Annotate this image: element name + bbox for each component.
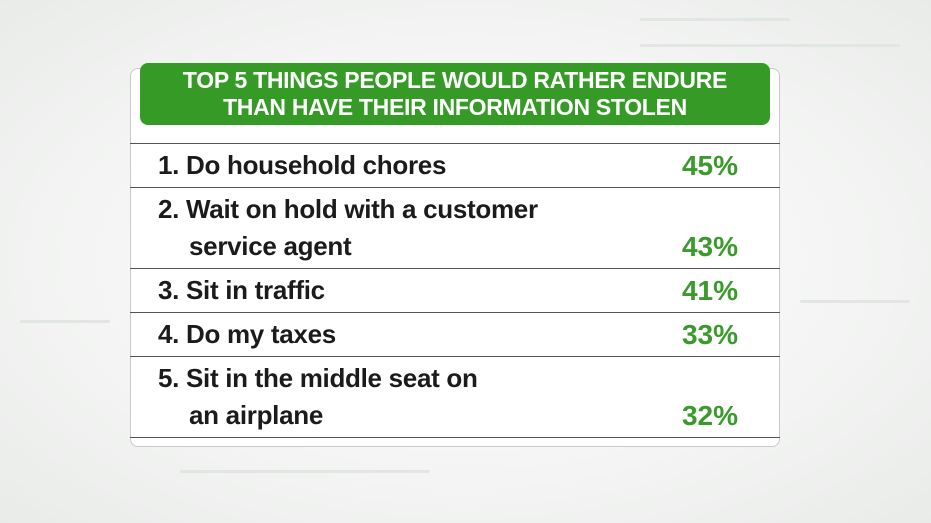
title-line: THAN HAVE THEIR INFORMATION STOLEN (223, 94, 687, 120)
bg-decor (180, 470, 430, 473)
item-text: 4. Do my taxes (158, 319, 336, 349)
list-row: 2. Wait on hold with a customer service a… (130, 188, 780, 269)
bg-decor (20, 320, 110, 323)
item-text: 2. Wait on hold with a customer (158, 194, 538, 224)
item-label: 3. Sit in traffic (158, 272, 325, 309)
item-percent: 33% (681, 319, 738, 350)
item-percent: 45% (681, 150, 738, 181)
title-line: TOP 5 THINGS PEOPLE WOULD RATHER ENDURE (182, 67, 728, 93)
title-banner: TOP 5 THINGS PEOPLE WOULD RATHER ENDURE T… (140, 63, 770, 125)
item-text: 5. Sit in the middle seat on (158, 363, 478, 393)
item-percent: 43% (681, 231, 738, 262)
item-percent: 41% (681, 275, 738, 306)
bg-decor (800, 300, 910, 303)
item-label: 2. Wait on hold with a customer service a… (158, 191, 538, 265)
list-row: 5. Sit in the middle seat on an airplane 3… (130, 357, 780, 438)
item-label: 4. Do my taxes (158, 316, 336, 353)
list: 1. Do household chores 45% 2. Wait on hold… (130, 143, 780, 438)
item-text: 3. Sit in traffic (158, 275, 325, 305)
item-percent: 32% (681, 400, 738, 431)
item-text: an airplane (189, 400, 323, 430)
list-row: 3. Sit in traffic 41% (130, 269, 780, 313)
item-label: 1. Do household chores (158, 147, 446, 184)
list-row: 4. Do my taxes 33% (130, 313, 780, 357)
bg-decor (640, 44, 900, 47)
item-text: service agent (189, 231, 352, 261)
list-row: 1. Do household chores 45% (130, 144, 780, 188)
item-label: 5. Sit in the middle seat on an airplane (158, 360, 478, 434)
bg-decor (640, 18, 790, 21)
card (130, 68, 780, 447)
item-text: 1. Do household chores (158, 150, 447, 180)
